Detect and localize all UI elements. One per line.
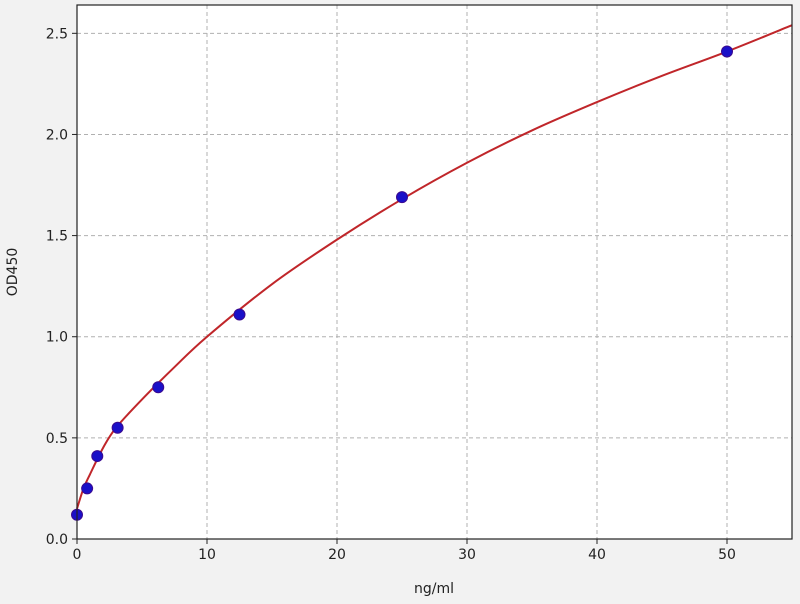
data-point (91, 450, 104, 463)
y-tick-label: 2.5 (46, 26, 68, 42)
x-tick-label: 40 (588, 547, 606, 563)
x-tick-label: 50 (718, 547, 736, 563)
x-tick-label: 30 (458, 547, 476, 563)
plot-frame (76, 4, 793, 540)
fit-curve-group (76, 24, 793, 509)
x-tick-label: 0 (73, 547, 82, 563)
y-axis-ticks: 0.0 0.5 1.0 1.5 2.0 2.5 (46, 26, 77, 548)
data-point (81, 482, 94, 495)
x-tick-label: 20 (328, 547, 346, 563)
fit-curve (76, 24, 793, 509)
y-axis-label: OD450 (5, 248, 21, 297)
data-point (152, 381, 165, 394)
x-axis-label: ng/ml (414, 581, 454, 597)
data-point (111, 421, 124, 434)
x-tick-label: 10 (198, 547, 216, 563)
data-point (233, 308, 246, 321)
y-tick-label: 1.5 (46, 229, 68, 245)
y-tick-label: 1.0 (46, 330, 68, 346)
data-points (71, 45, 733, 521)
y-tick-label: 0.5 (46, 431, 68, 447)
data-point (721, 45, 733, 58)
data-point (396, 191, 408, 204)
grid (77, 5, 792, 539)
y-tick-label: 0.0 (46, 532, 68, 548)
y-tick-label: 2.0 (46, 127, 68, 143)
x-axis-ticks: 0 10 20 30 40 50 (73, 539, 736, 563)
plot-area (77, 5, 792, 539)
